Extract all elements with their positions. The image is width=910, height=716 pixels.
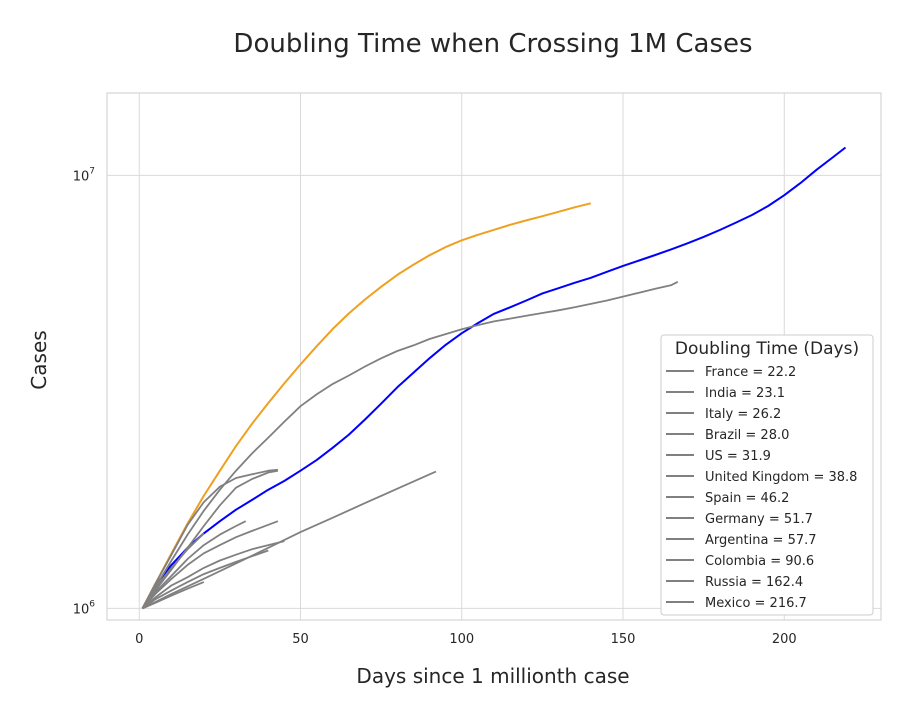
series-line-russia xyxy=(142,470,437,610)
legend-entry: US = 31.9 xyxy=(705,449,771,464)
series-line-mexico xyxy=(141,540,285,610)
x-tick-label: 100 xyxy=(449,632,474,647)
legend-entry: Colombia = 90.6 xyxy=(705,554,814,569)
y-axis-label: Cases xyxy=(27,330,51,389)
legend-entry: France = 22.2 xyxy=(705,365,796,380)
series-line-germany xyxy=(141,549,269,610)
legend-title: Doubling Time (Days) xyxy=(675,339,859,359)
series-line-colombia xyxy=(141,520,247,609)
x-tick-label: 0 xyxy=(135,632,143,647)
legend-entry: India = 23.1 xyxy=(705,386,785,401)
axis-ticks: 0 50 100 150 200 106 107 xyxy=(73,166,797,647)
legend-entry: United Kingdom = 38.8 xyxy=(705,470,857,485)
series-line-india xyxy=(141,202,592,609)
legend: Doubling Time (Days) France = 22.2 India … xyxy=(660,334,874,616)
series-line-argentina xyxy=(141,520,279,609)
x-tick-label: 200 xyxy=(772,632,797,647)
series-line-italy xyxy=(142,581,205,610)
legend-entry: Germany = 51.7 xyxy=(705,512,813,527)
legend-entry: Mexico = 216.7 xyxy=(705,596,807,611)
series-lines xyxy=(141,146,847,610)
series-line-france xyxy=(141,468,278,609)
series-line-brazil xyxy=(141,281,679,609)
x-axis-label: Days since 1 millionth case xyxy=(356,664,629,688)
legend-entry: Argentina = 57.7 xyxy=(705,533,817,548)
y-tick-label: 107 xyxy=(73,166,95,184)
x-tick-label: 50 xyxy=(292,632,309,647)
y-tick-label: 106 xyxy=(73,599,96,617)
legend-entry: Brazil = 28.0 xyxy=(705,428,789,443)
series-line-spain xyxy=(141,469,279,609)
legend-entry: Russia = 162.4 xyxy=(705,575,803,590)
legend-entry: Spain = 46.2 xyxy=(705,491,789,506)
series-line-us xyxy=(141,146,847,609)
chart-title: Doubling Time when Crossing 1M Cases xyxy=(233,29,752,59)
legend-box xyxy=(660,334,874,616)
x-tick-label: 150 xyxy=(611,632,636,647)
legend-entry: Italy = 26.2 xyxy=(705,407,781,422)
series-line-united-kingdom xyxy=(141,532,205,609)
